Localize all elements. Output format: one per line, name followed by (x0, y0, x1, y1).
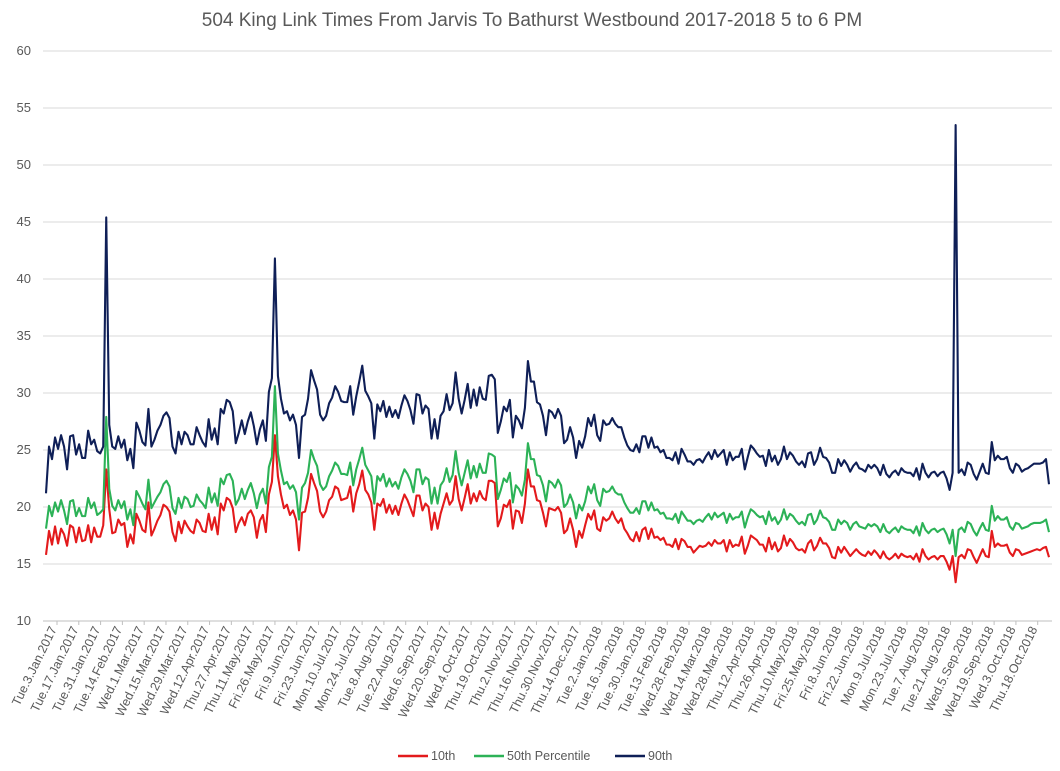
y-tick-label: 40 (17, 271, 31, 286)
legend: 10th 50th Percentile 90th (398, 749, 672, 763)
y-tick-label: 25 (17, 442, 31, 457)
y-axis: 10 15 20 25 30 35 40 45 50 55 60 (17, 43, 31, 628)
y-tick-label: 45 (17, 214, 31, 229)
series-lines (44, 124, 1051, 584)
series-line-2 (44, 124, 1051, 494)
gridlines (43, 50, 1052, 622)
series-line-0 (44, 434, 1051, 584)
x-axis: Tue.3.Jan.2017Tue.17.Jan.2017Tue.31.Jan.… (9, 620, 1052, 720)
y-tick-label: 30 (17, 385, 31, 400)
y-tick-label: 55 (17, 100, 31, 115)
y-tick-label: 15 (17, 556, 31, 571)
y-tick-label: 20 (17, 499, 31, 514)
y-tick-label: 60 (17, 43, 31, 58)
y-tick-label: 10 (17, 613, 31, 628)
legend-label: 90th (648, 749, 672, 763)
chart-title: 504 King Link Times From Jarvis To Bathu… (202, 10, 862, 31)
legend-label: 10th (431, 749, 455, 763)
y-tick-label: 35 (17, 328, 31, 343)
y-tick-label: 50 (17, 157, 31, 172)
series-line-1 (44, 385, 1051, 558)
legend-label: 50th Percentile (507, 749, 590, 763)
